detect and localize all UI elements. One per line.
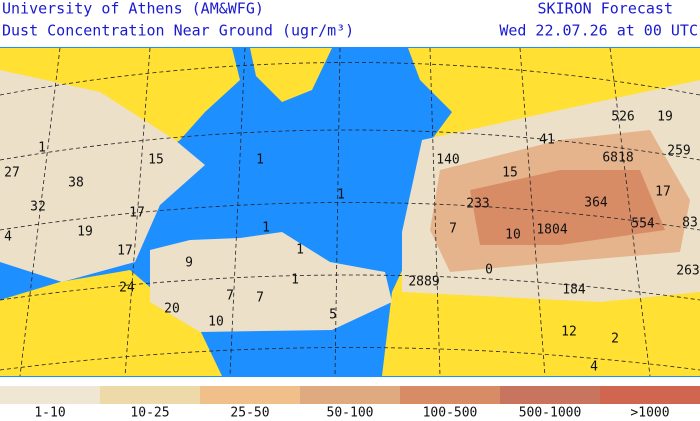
map-value-label: 17 xyxy=(117,244,133,259)
map-value-label: 233 xyxy=(466,197,489,212)
map-value-label: 41 xyxy=(539,133,555,148)
header-title: Dust Concentration Near Ground (ugr/m³) xyxy=(2,22,354,40)
map-value-label: 83 xyxy=(682,216,698,231)
map-value-label: 19 xyxy=(77,225,93,240)
map-value-label: 5 xyxy=(329,308,337,323)
map-value-label: 38 xyxy=(68,176,84,191)
legend-label: 500-1000 xyxy=(519,406,582,421)
map-value-label: 140 xyxy=(436,153,459,168)
map-value-label: 4 xyxy=(590,360,598,375)
legend-label: 10-25 xyxy=(130,406,169,421)
map-value-label: 1 xyxy=(262,221,270,236)
map-value-label: 526 xyxy=(611,110,634,125)
dust-atlantic xyxy=(150,232,392,332)
legend-swatch xyxy=(0,386,100,404)
dust-sahara-core xyxy=(470,170,665,245)
legend-swatch xyxy=(100,386,200,404)
map-value-label: 6818 xyxy=(602,151,633,166)
header-product: SKIRON Forecast xyxy=(538,0,673,18)
map-value-label: 1 xyxy=(296,243,304,258)
legend-label: 50-100 xyxy=(327,406,374,421)
map-value-label: 9 xyxy=(185,256,193,271)
header-institution: University of Athens (AM&WFG) xyxy=(2,0,264,18)
legend-swatch xyxy=(200,386,300,404)
map-value-label: 17 xyxy=(129,206,145,221)
map-value-label: 12 xyxy=(561,325,577,340)
map-value-label: 17 xyxy=(655,185,671,200)
header-date: Wed 22.07.26 at 00 UTC xyxy=(499,22,698,40)
map-value-label: 1804 xyxy=(536,223,567,238)
map-value-label: 7 xyxy=(449,222,457,237)
map xyxy=(0,47,700,377)
map-value-label: 184 xyxy=(562,283,586,298)
land-greenland xyxy=(250,48,332,102)
map-value-label: 263 xyxy=(676,264,699,279)
map-value-label: 19 xyxy=(657,110,673,125)
map-value-label: 20 xyxy=(164,302,180,317)
map-value-label: 10 xyxy=(505,228,521,243)
map-value-label: 1 xyxy=(256,153,264,168)
map-value-label: 1 xyxy=(291,273,299,288)
legend: 1-10 10-25 25-50 50-100 100-500 500-1000 >1000 xyxy=(0,386,700,421)
dust-americas xyxy=(0,70,205,282)
legend-label: 100-500 xyxy=(423,406,478,421)
map-value-label: 7 xyxy=(256,291,264,306)
legend-label: 25-50 xyxy=(230,406,269,421)
map-value-label: 0 xyxy=(485,263,493,278)
map-value-label: 259 xyxy=(667,144,690,159)
legend-label: >1000 xyxy=(630,406,669,421)
map-value-label: 554 xyxy=(631,217,655,232)
map-value-label: 364 xyxy=(584,196,608,211)
map-value-label: 10 xyxy=(208,315,224,330)
graticule xyxy=(0,62,700,371)
map-value-label: 1 xyxy=(337,188,345,203)
legend-swatch xyxy=(500,386,600,404)
legend-label: 1-10 xyxy=(34,406,65,421)
map-value-label: 7 xyxy=(226,289,234,304)
graticule xyxy=(19,47,651,377)
map-value-label: 32 xyxy=(30,200,46,215)
legend-swatch xyxy=(600,386,700,404)
legend-swatch xyxy=(300,386,400,404)
map-value-label: 27 xyxy=(4,166,20,181)
map-value-label: 4 xyxy=(4,230,12,245)
map-value-label: 15 xyxy=(148,153,164,168)
legend-swatch xyxy=(400,386,500,404)
land-south-america xyxy=(0,270,222,376)
map-value-label: 15 xyxy=(502,166,518,181)
map-value-label: 2889 xyxy=(408,275,439,290)
map-value-label: 1 xyxy=(38,141,46,156)
map-value-label: 2 xyxy=(611,332,619,347)
map-value-label: 24 xyxy=(119,281,135,296)
